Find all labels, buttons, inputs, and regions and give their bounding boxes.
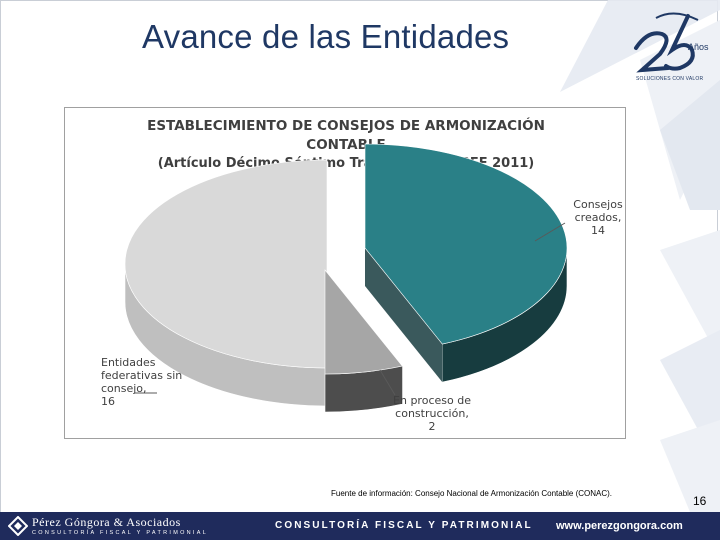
- footer-service: CONSULTORÍA FISCAL Y PATRIMONIAL: [275, 520, 533, 531]
- pie-slice-2: [324, 269, 403, 413]
- slice-label-3-line-4: 16: [101, 395, 115, 408]
- slice-label-3-line-1: Entidades: [101, 356, 156, 369]
- footer-company-name: Pérez Góngora & Asociados: [32, 515, 181, 529]
- slice-label-2-line-1: En proceso de: [393, 394, 471, 407]
- footer-company-subtitle: CONSULTORÍA FISCAL Y PATRIMONIAL: [32, 530, 209, 536]
- pie-chart: ESTABLECIMIENTO DE CONSEJOS DE ARMONIZAC…: [64, 107, 626, 439]
- logo-tagline: SOLUCIONES CON VALOR: [636, 76, 704, 82]
- slice-label-3-line-3: consejo,: [101, 382, 147, 395]
- slice-label-1-line-1: Consejos: [573, 198, 623, 211]
- leader-line-2: [379, 369, 396, 396]
- logo-badge: Años: [688, 42, 709, 52]
- leader-line-1: [534, 222, 566, 242]
- slice-label-1-line-2: creados,: [575, 211, 622, 224]
- slice-label-2-line-3: 2: [429, 420, 436, 433]
- 25-years-logo-icon: Años: [634, 12, 709, 73]
- page-title: Avance de las Entidades: [142, 18, 510, 55]
- decorative-stripes: [560, 0, 720, 512]
- footer-url[interactable]: www.perezgongora.com: [556, 520, 683, 532]
- slice-label-1-line-3: 14: [591, 224, 605, 237]
- slice-label-2-line-2: construcción,: [395, 407, 469, 420]
- footer-bar: Pérez Góngora & Asociados CONSULTORÍA FI…: [0, 512, 720, 540]
- source-note: Fuente de información: Consejo Nacional …: [331, 489, 613, 498]
- slice-label-3-line-2: federativas sin: [101, 369, 182, 382]
- pie-slice-1: [364, 143, 568, 383]
- page-number: 16: [693, 494, 707, 508]
- company-logo-icon: [8, 516, 28, 536]
- pie-slice-3: [124, 159, 328, 407]
- chart-title-line-1: ESTABLECIMIENTO DE CONSEJOS DE ARMONIZAC…: [147, 118, 545, 134]
